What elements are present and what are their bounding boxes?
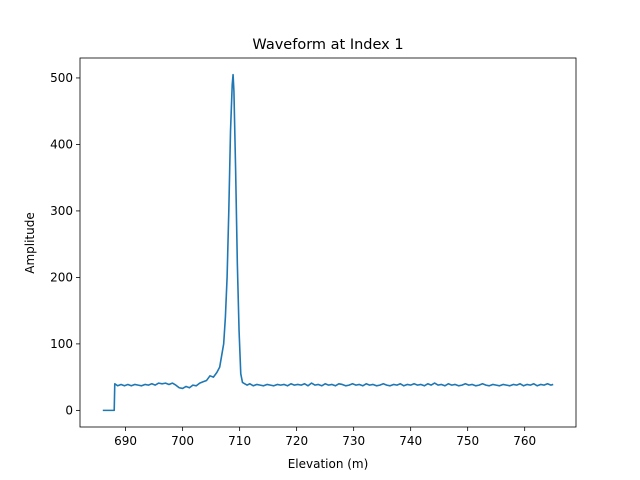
x-tick-label: 760: [513, 434, 536, 448]
x-axis-label: Elevation (m): [288, 457, 369, 471]
plot-area: 690 700 710 720 730 740 750 760 0 100 200 300 400 500: [50, 57, 577, 448]
y-tick-label: 200: [50, 270, 73, 284]
x-tick-label: 740: [399, 434, 422, 448]
x-tick-label: 720: [285, 434, 308, 448]
x-tick-label: 750: [456, 434, 479, 448]
y-tick-label: 400: [50, 137, 73, 151]
chart-title: Waveform at Index 1: [252, 37, 403, 53]
y-axis-label: Amplitude: [23, 212, 37, 274]
y-tick-label: 0: [65, 403, 73, 417]
x-tick-label: 700: [171, 434, 194, 448]
y-tick-label: 100: [50, 337, 73, 351]
x-tick-label: 690: [114, 434, 137, 448]
y-tick-label: 500: [50, 71, 73, 85]
x-tick-label: 710: [228, 434, 251, 448]
series-line-1: [102, 73, 554, 412]
x-tick-label: 730: [342, 434, 365, 448]
axes-frame: [79, 57, 577, 428]
y-tick-label: 300: [50, 204, 73, 218]
